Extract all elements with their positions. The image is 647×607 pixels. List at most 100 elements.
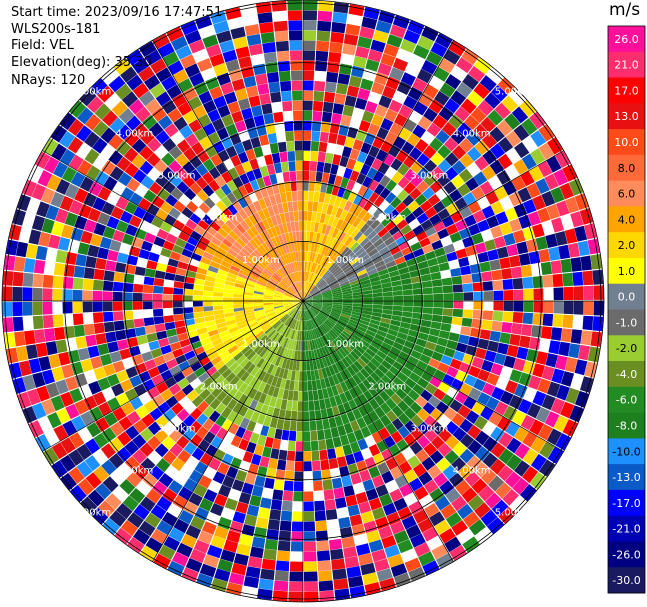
velocity-gate: [438, 58, 455, 74]
velocity-gate: [400, 321, 411, 330]
velocity-gate: [181, 567, 199, 582]
velocity-gate: [266, 374, 275, 385]
velocity-gate: [303, 211, 308, 221]
velocity-gate: [357, 208, 368, 220]
velocity-gate: [365, 59, 380, 72]
colorbar-tick-label: 8.0: [618, 162, 636, 175]
velocity-gate: [165, 395, 179, 409]
velocity-gate: [414, 486, 429, 501]
velocity-gate: [74, 188, 89, 204]
velocity-gate: [68, 466, 85, 484]
velocity-gate: [386, 410, 398, 423]
velocity-gate: [582, 270, 594, 286]
velocity-gate: [402, 306, 413, 313]
velocity-gate: [275, 560, 290, 572]
velocity-gate: [409, 187, 422, 200]
velocity-gate: [270, 448, 280, 460]
velocity-gate: [392, 57, 409, 72]
velocity-gate: [313, 480, 323, 491]
velocity-gate: [283, 301, 293, 304]
velocity-gate: [59, 195, 74, 212]
velocity-gate: [532, 390, 547, 407]
velocity-gate: [368, 466, 381, 479]
velocity-gate: [362, 176, 373, 188]
velocity-gate: [505, 421, 520, 437]
velocity-gate: [472, 210, 486, 223]
velocity-gate: [413, 44, 430, 60]
velocity-gate: [366, 230, 378, 241]
velocity-gate: [390, 275, 401, 282]
velocity-gate: [32, 402, 47, 420]
velocity-gate: [420, 319, 432, 328]
velocity-gate: [111, 383, 125, 397]
velocity-gate: [292, 330, 297, 340]
velocity-gate: [542, 274, 554, 288]
velocity-gate: [55, 179, 71, 195]
velocity-gate: [295, 301, 303, 308]
velocity-gate: [311, 306, 320, 313]
velocity-gate: [353, 301, 363, 304]
velocity-gate: [131, 237, 144, 249]
velocity-gate: [363, 188, 374, 200]
velocity-gate: [459, 138, 474, 153]
velocity-gate: [436, 337, 449, 347]
velocity-gate: [244, 311, 255, 317]
velocity-gate: [251, 453, 262, 466]
velocity-gate: [436, 254, 448, 265]
velocity-gate: [316, 327, 323, 337]
velocity-gate: [14, 331, 26, 347]
velocity-gate: [311, 450, 320, 461]
velocity-gate: [321, 256, 328, 267]
velocity-gate: [132, 449, 147, 464]
velocity-gate: [463, 511, 480, 528]
velocity-gate: [272, 387, 280, 398]
velocity-gate: [308, 350, 313, 361]
velocity-gate: [404, 377, 417, 389]
velocity-gate: [403, 433, 417, 447]
velocity-gate: [235, 316, 246, 323]
scan-info: Start time: 2023/09/16 17:47:51 WLS200s-…: [11, 5, 222, 90]
velocity-gate: [404, 168, 417, 182]
velocity-gate: [315, 315, 323, 325]
velocity-gate: [294, 310, 299, 320]
velocity-gate: [328, 343, 336, 353]
velocity-gate: [320, 459, 330, 471]
velocity-gate: [394, 113, 408, 127]
velocity-gate: [314, 410, 322, 421]
velocity-gate: [203, 489, 218, 503]
velocity-gate: [113, 271, 125, 283]
velocity-gate: [56, 408, 71, 424]
velocity-gate: [80, 358, 94, 373]
velocity-gate: [574, 225, 588, 242]
velocity-gate: [360, 510, 375, 524]
velocity-gate: [303, 298, 313, 301]
velocity-gate: [497, 137, 514, 153]
velocity-gate: [161, 511, 178, 527]
velocity-gate: [293, 320, 298, 330]
velocity-gate: [318, 282, 327, 290]
velocity-gate: [23, 258, 36, 273]
velocity-gate: [410, 533, 426, 548]
velocity-gate: [256, 413, 266, 425]
velocity-gate: [336, 273, 347, 281]
velocity-gate: [214, 360, 225, 371]
velocity-gate: [446, 366, 459, 378]
velocity-gate: [273, 580, 289, 592]
velocity-gate: [281, 358, 288, 369]
colorbar-tick-label: -13.0: [612, 471, 640, 484]
velocity-gate: [204, 315, 215, 322]
velocity-gate: [177, 449, 191, 464]
velocity-gate: [253, 343, 263, 353]
velocity-gate: [347, 238, 357, 249]
velocity-gate: [400, 39, 417, 54]
velocity-gate: [370, 315, 382, 322]
velocity-gate: [211, 338, 223, 347]
velocity-gate: [365, 488, 379, 501]
velocity-gate: [228, 572, 245, 586]
velocity-gate: [496, 170, 511, 185]
velocity-gate: [417, 421, 431, 435]
velocity-gate: [231, 333, 243, 341]
velocity-gate: [261, 558, 276, 571]
velocity-gate: [343, 249, 353, 259]
velocity-gate: [290, 410, 298, 421]
